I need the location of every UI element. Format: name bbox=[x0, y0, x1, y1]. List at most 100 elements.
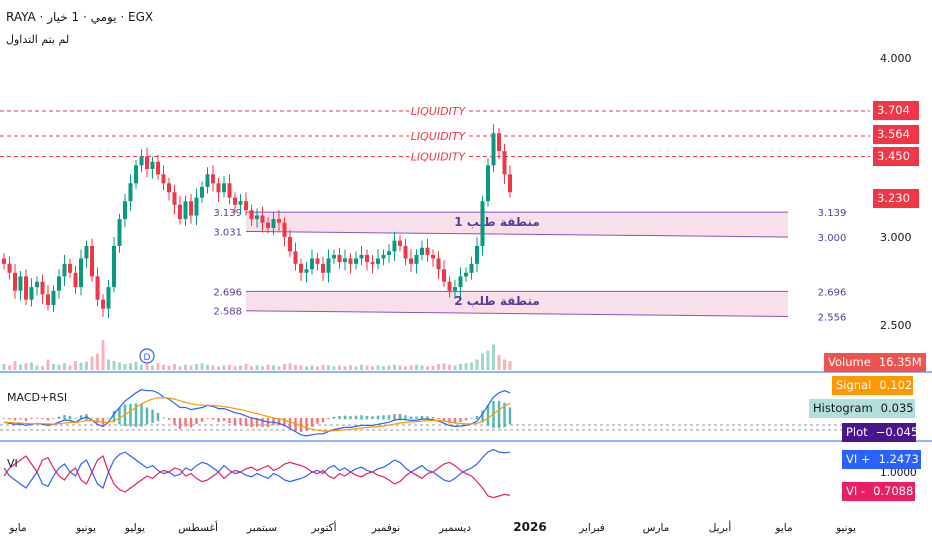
demand-zone-right-bottom: 3.000 bbox=[818, 233, 847, 244]
volume-bar bbox=[68, 365, 72, 370]
volume-bar bbox=[338, 365, 341, 370]
histogram-bar bbox=[382, 415, 385, 420]
histogram-badge-label: Histogram bbox=[809, 399, 877, 418]
plot-badge: Plot −0.045 bbox=[842, 423, 918, 442]
demand-zone-fill bbox=[246, 212, 788, 237]
volume-bar bbox=[57, 364, 61, 370]
signal-badge: Signal 0.102 bbox=[832, 376, 914, 395]
candle-body bbox=[376, 258, 380, 264]
volume-bar bbox=[41, 366, 44, 370]
candle-body bbox=[469, 263, 474, 273]
candle-body bbox=[29, 287, 34, 300]
time-tick-label: مايو bbox=[8, 522, 26, 534]
volume-bar bbox=[189, 365, 193, 370]
time-tick-label: مارس bbox=[643, 522, 670, 534]
price-tick-2500: 2.500 bbox=[880, 319, 912, 332]
candle-body bbox=[205, 174, 210, 187]
demand-zone-right-bottom: 2.556 bbox=[818, 312, 847, 323]
candle-body bbox=[365, 254, 369, 263]
histogram-bar bbox=[321, 418, 325, 423]
histogram-bar bbox=[310, 418, 314, 427]
signal-badge-label: Signal bbox=[832, 376, 876, 395]
volume-bar bbox=[107, 359, 110, 370]
histogram-badge-value: 0.035 bbox=[876, 399, 915, 418]
volume-bar bbox=[492, 344, 495, 370]
candle-body bbox=[161, 174, 166, 184]
dividend-marker-circle[interactable] bbox=[139, 348, 155, 364]
candle-body bbox=[139, 156, 144, 166]
candle-body bbox=[24, 276, 28, 300]
volume-bar bbox=[19, 364, 22, 370]
candle-body bbox=[392, 240, 397, 252]
histogram-bar bbox=[217, 418, 220, 423]
time-tick-label: يوليو bbox=[124, 522, 145, 534]
vi-label[interactable]: VI bbox=[7, 457, 18, 470]
volume-bar bbox=[470, 362, 473, 370]
volume-bar bbox=[30, 362, 33, 370]
volume-bar bbox=[376, 365, 380, 370]
histogram-bar bbox=[459, 418, 462, 423]
candle-body bbox=[200, 186, 204, 198]
demand-zone-left-bottom: 3.031 bbox=[213, 227, 242, 238]
histogram-bar bbox=[206, 418, 209, 419]
volume-bar bbox=[206, 364, 209, 370]
histogram-bar bbox=[178, 418, 182, 429]
volume-badge-label: Volume bbox=[824, 353, 875, 372]
candle-body bbox=[233, 197, 237, 205]
histogram-badge: Histogram 0.035 bbox=[809, 399, 915, 418]
volume-bar bbox=[266, 364, 270, 370]
candle-body bbox=[84, 245, 89, 259]
candle-body bbox=[238, 201, 243, 205]
macd-rsi-label[interactable]: MACD+RSI bbox=[7, 391, 67, 404]
histogram-bar bbox=[327, 418, 330, 420]
symbol-header[interactable]: RAYA · يومي · 1 خيار · EGX bbox=[6, 10, 154, 24]
histogram-bar bbox=[393, 414, 396, 421]
candle-body bbox=[244, 201, 248, 211]
histogram-bar bbox=[272, 418, 275, 426]
time-axis[interactable]: مايو يونيو يوليو أغسطس سبتمبر أكتوبر نوفمبر ديس… bbox=[8, 520, 856, 534]
volume-bar bbox=[52, 364, 55, 370]
candle-body bbox=[62, 263, 67, 277]
histogram-bar bbox=[167, 418, 171, 420]
candle-body bbox=[381, 254, 386, 259]
histogram-bar bbox=[299, 418, 303, 433]
volume-bar bbox=[85, 361, 88, 370]
volume-bar bbox=[305, 366, 308, 370]
volume-bar bbox=[448, 364, 451, 370]
candle-body bbox=[7, 263, 12, 273]
candle-body bbox=[2, 258, 6, 264]
plot-badge-label: Plot bbox=[842, 423, 872, 442]
candle-body bbox=[282, 222, 287, 237]
candle-body bbox=[315, 258, 320, 264]
liquidity-label: LIQUIDITY bbox=[411, 105, 467, 118]
dividend-marker[interactable]: D bbox=[139, 348, 155, 364]
histogram-bar bbox=[294, 418, 297, 431]
histogram-bar bbox=[96, 418, 99, 423]
volume-bar bbox=[486, 350, 490, 370]
candle-body bbox=[475, 245, 479, 264]
demand-zone-left-top: 3.139 bbox=[213, 208, 242, 219]
candle-body bbox=[420, 247, 424, 255]
volume-bar bbox=[288, 363, 292, 370]
volume-bar bbox=[371, 366, 374, 370]
volume-bar bbox=[332, 366, 336, 370]
macd-histogram bbox=[2, 400, 512, 433]
time-tick-label: أغسطس bbox=[178, 520, 218, 534]
volume-bar bbox=[167, 365, 171, 370]
histogram-bar bbox=[277, 418, 281, 426]
histogram-bar bbox=[349, 416, 352, 420]
time-tick-label: 2026 bbox=[513, 520, 546, 534]
histogram-bar bbox=[316, 418, 319, 424]
vi-minus-badge-label: VI - bbox=[842, 482, 870, 501]
histogram-bar bbox=[305, 418, 308, 431]
histogram-bar bbox=[497, 400, 501, 429]
volume-bar bbox=[437, 364, 440, 370]
histogram-bar bbox=[35, 417, 39, 419]
candle-body bbox=[249, 210, 254, 220]
vi-reference-tick: 1.0000 bbox=[880, 467, 917, 479]
candle-body bbox=[18, 276, 23, 291]
candle-body bbox=[128, 183, 133, 202]
demand-zone-right-top: 2.696 bbox=[818, 287, 847, 298]
volume-bar bbox=[178, 366, 182, 370]
